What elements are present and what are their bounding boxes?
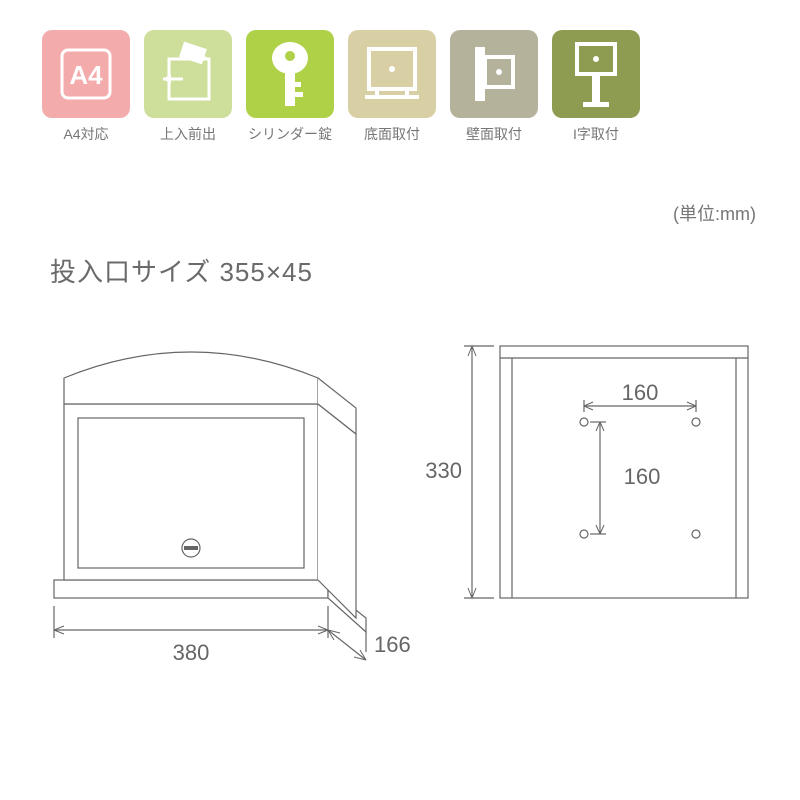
unit-label: (単位:mm)	[673, 200, 756, 226]
feature-box-bottom	[348, 30, 436, 118]
feature-label: 底面取付	[364, 124, 420, 144]
dim-height: 330	[425, 458, 462, 483]
dim-hole-vert: 160	[624, 464, 661, 489]
cylinder-lock-icon	[260, 38, 320, 110]
feature-i-mount: I字取付	[552, 30, 640, 144]
feature-bottom-mount: 底面取付	[348, 30, 436, 144]
feature-label: シリンダー錠	[248, 124, 332, 144]
dim-hole-horiz: 160	[622, 380, 659, 405]
feature-box-wall	[450, 30, 538, 118]
dim-depth: 166	[374, 632, 411, 657]
dim-width: 380	[173, 640, 210, 665]
feature-label: A4対応	[63, 124, 108, 144]
slot-size-title: 投入口サイズ 355×45	[50, 252, 313, 289]
feature-label: I字取付	[573, 124, 619, 144]
front-view: 380 166	[54, 352, 411, 665]
feature-icon-row: A4 A4対応 上入前出	[42, 30, 640, 144]
top-in-front-out-icon	[153, 39, 223, 109]
a4-icon: A4	[56, 44, 116, 104]
feature-cylinder-lock: シリンダー錠	[246, 30, 334, 144]
back-view: 160 160 330	[425, 346, 748, 598]
feature-wall-mount: 壁面取付	[450, 30, 538, 144]
feature-box-a4: A4	[42, 30, 130, 118]
feature-label: 壁面取付	[466, 124, 522, 144]
feature-a4: A4 A4対応	[42, 30, 130, 144]
feature-box-lock	[246, 30, 334, 118]
svg-text:A4: A4	[69, 60, 103, 90]
diagram-svg: 380 166	[44, 330, 756, 700]
feature-box-i	[552, 30, 640, 118]
feature-label: 上入前出	[160, 124, 216, 144]
feature-top-in: 上入前出	[144, 30, 232, 144]
bottom-mount-icon	[359, 41, 425, 107]
dimension-drawings: 380 166	[44, 330, 756, 700]
i-mount-icon	[563, 38, 629, 110]
feature-box-top-in	[144, 30, 232, 118]
wall-mount-icon	[461, 41, 527, 107]
